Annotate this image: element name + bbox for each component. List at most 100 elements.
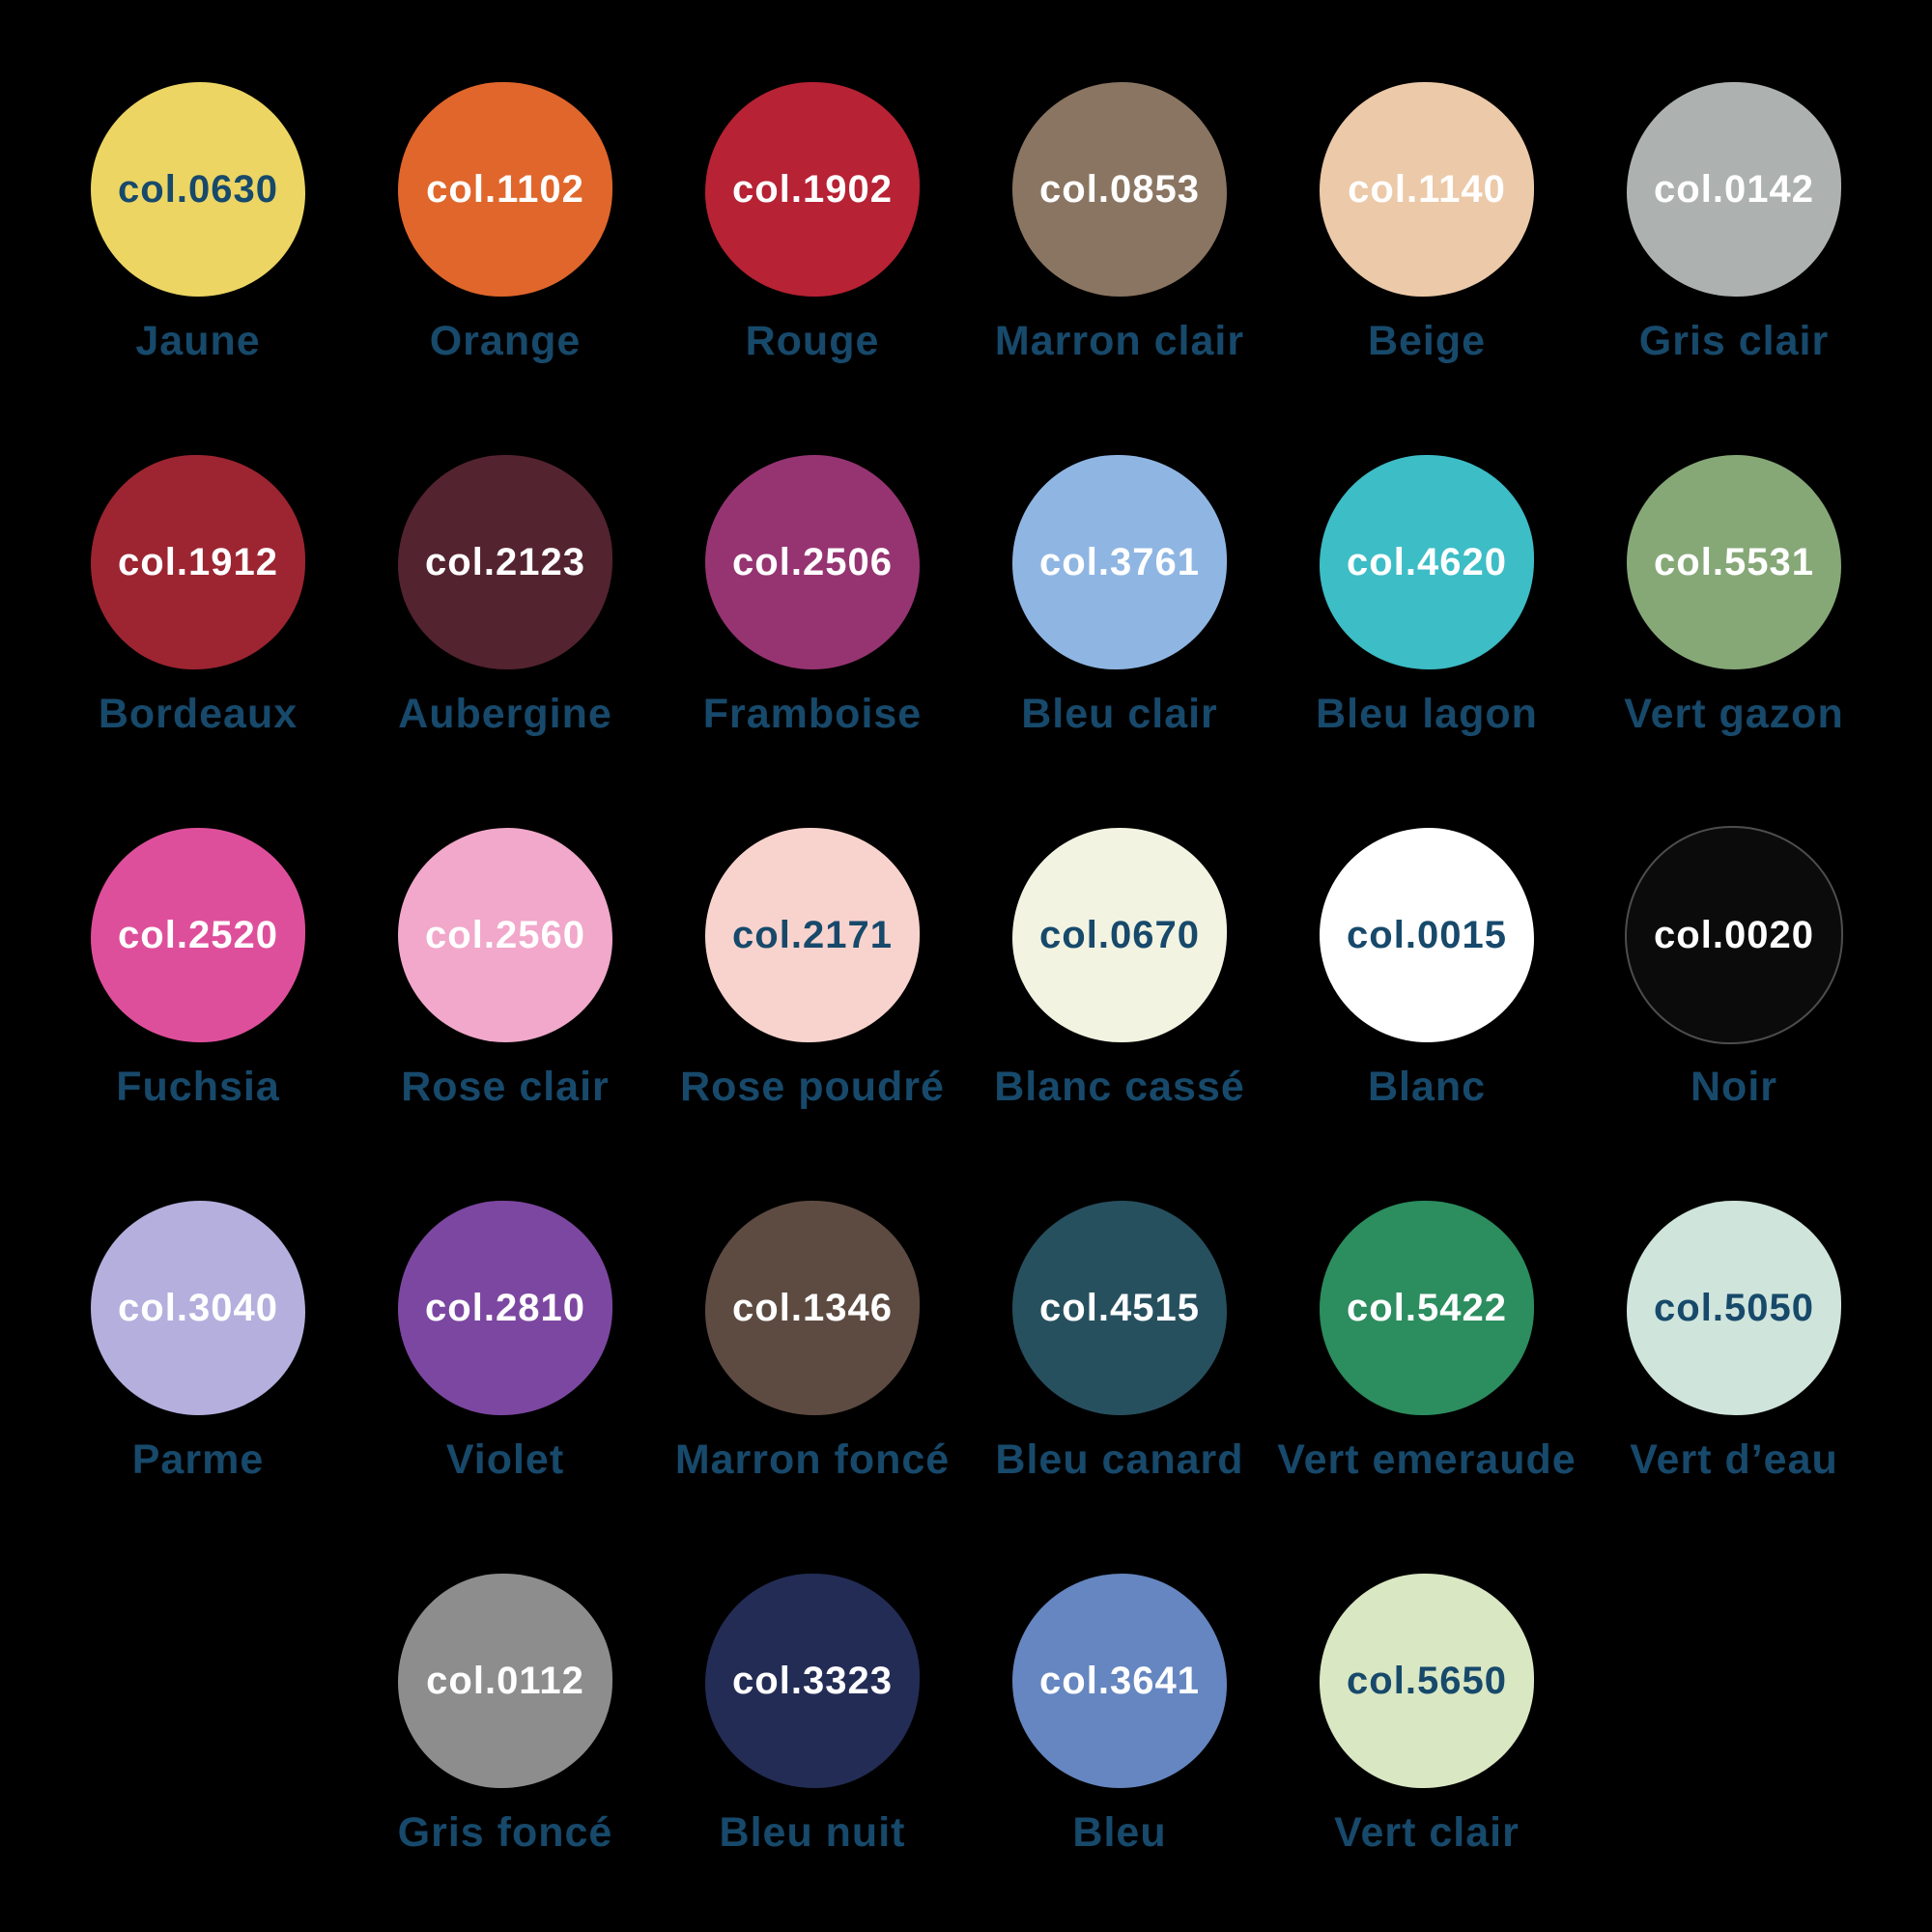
swatch-gris-fonce: col.0112 Gris foncé xyxy=(352,1574,659,1858)
swatch-row-2: col.1912 Bordeaux col.2123 Aubergine col… xyxy=(44,455,1888,739)
swatch-name: Gris foncé xyxy=(397,1809,613,1856)
swatch-rose-poudre-circle: col.2171 xyxy=(705,828,920,1042)
swatch-code: col.2810 xyxy=(425,1286,585,1329)
swatch-name: Noir xyxy=(1690,1064,1777,1110)
swatch-name: Vert d’eau xyxy=(1630,1436,1838,1483)
swatch-row-5: col.0112 Gris foncé col.3323 Bleu nuit c… xyxy=(44,1574,1888,1858)
swatch-beige-circle: col.1140 xyxy=(1320,82,1534,297)
swatch-gris-fonce-circle: col.0112 xyxy=(398,1574,612,1788)
swatch-code: col.1346 xyxy=(732,1286,893,1329)
swatch-vert-gazon-circle: col.5531 xyxy=(1627,455,1841,669)
swatch-bleu-circle: col.3641 xyxy=(1012,1574,1227,1788)
swatch-bordeaux-circle: col.1912 xyxy=(91,455,305,669)
swatch-jaune-circle: col.0630 xyxy=(91,82,305,297)
swatch-noir-circle: col.0020 xyxy=(1627,828,1841,1042)
swatch-name: Beige xyxy=(1367,318,1487,364)
swatch-bleu-canard: col.4515 Bleu canard xyxy=(966,1201,1273,1485)
swatch-code: col.0020 xyxy=(1654,913,1814,956)
swatch-bleu-lagon: col.4620 Bleu lagon xyxy=(1273,455,1580,739)
swatch-code: col.0142 xyxy=(1654,167,1814,211)
swatch-blanc-casse-circle: col.0670 xyxy=(1012,828,1227,1042)
swatch-row-3: col.2520 Fuchsia col.2560 Rose clair col… xyxy=(44,828,1888,1112)
swatch-vert-gazon: col.5531 Vert gazon xyxy=(1580,455,1888,739)
swatch-code: col.5650 xyxy=(1347,1659,1507,1702)
swatch-marron-clair: col.0853 Marron clair xyxy=(966,82,1273,366)
swatch-name: Vert clair xyxy=(1334,1809,1520,1856)
swatch-bleu-lagon-circle: col.4620 xyxy=(1320,455,1534,669)
swatch-bleu-clair: col.3761 Bleu clair xyxy=(966,455,1273,739)
swatch-code: col.1912 xyxy=(118,540,278,583)
swatch-code: col.0630 xyxy=(118,167,278,211)
swatch-blanc-casse: col.0670 Blanc cassé xyxy=(966,828,1273,1112)
swatch-rouge: col.1902 Rouge xyxy=(659,82,966,366)
swatch-beige: col.1140 Beige xyxy=(1273,82,1580,366)
swatch-orange: col.1102 Orange xyxy=(352,82,659,366)
swatch-marron-fonce-circle: col.1346 xyxy=(705,1201,920,1415)
swatch-code: col.5531 xyxy=(1654,540,1814,583)
swatch-name: Gris clair xyxy=(1638,318,1830,364)
swatch-vert-deau: col.5050 Vert d’eau xyxy=(1580,1201,1888,1485)
swatch-name: Bleu nuit xyxy=(719,1809,906,1856)
swatch-name: Bordeaux xyxy=(98,691,298,737)
swatch-rose-clair-circle: col.2560 xyxy=(398,828,612,1042)
swatch-name: Jaune xyxy=(135,318,261,364)
swatch-name: Rouge xyxy=(745,318,880,364)
swatch-code: col.2520 xyxy=(118,913,278,956)
swatch-row-4: col.3040 Parme col.2810 Violet col.1346 … xyxy=(44,1201,1888,1485)
swatch-violet-circle: col.2810 xyxy=(398,1201,612,1415)
swatch-code: col.4620 xyxy=(1347,540,1507,583)
swatch-aubergine: col.2123 Aubergine xyxy=(352,455,659,739)
swatch-marron-clair-circle: col.0853 xyxy=(1012,82,1227,297)
swatch-rose-poudre: col.2171 Rose poudré xyxy=(659,828,966,1112)
swatch-vert-emeraude: col.5422 Vert emeraude xyxy=(1273,1201,1580,1485)
swatch-gris-clair: col.0142 Gris clair xyxy=(1580,82,1888,366)
swatch-code: col.0015 xyxy=(1347,913,1507,956)
swatch-code: col.2171 xyxy=(732,913,893,956)
swatch-bordeaux: col.1912 Bordeaux xyxy=(44,455,352,739)
swatch-gris-clair-circle: col.0142 xyxy=(1627,82,1841,297)
swatch-violet: col.2810 Violet xyxy=(352,1201,659,1485)
swatch-framboise-circle: col.2506 xyxy=(705,455,920,669)
swatch-bleu: col.3641 Bleu xyxy=(966,1574,1273,1858)
swatch-marron-fonce: col.1346 Marron foncé xyxy=(659,1201,966,1485)
swatch-name: Bleu xyxy=(1072,1809,1167,1856)
swatch-bleu-nuit-circle: col.3323 xyxy=(705,1574,920,1788)
swatch-name: Marron foncé xyxy=(674,1436,951,1483)
swatch-name: Bleu lagon xyxy=(1316,691,1538,737)
swatch-bleu-clair-circle: col.3761 xyxy=(1012,455,1227,669)
swatch-code: col.3040 xyxy=(118,1286,278,1329)
swatch-code: col.1902 xyxy=(732,167,893,211)
swatch-name: Violet xyxy=(445,1436,565,1483)
swatch-code: col.0112 xyxy=(426,1659,584,1702)
swatch-code: col.1140 xyxy=(1348,167,1506,211)
swatch-jaune: col.0630 Jaune xyxy=(44,82,352,366)
swatch-name: Vert emeraude xyxy=(1277,1436,1577,1483)
swatch-parme: col.3040 Parme xyxy=(44,1201,352,1485)
swatch-code: col.2560 xyxy=(425,913,585,956)
swatch-code: col.2506 xyxy=(732,540,893,583)
swatch-name: Bleu canard xyxy=(995,1436,1244,1483)
swatch-code: col.3761 xyxy=(1039,540,1200,583)
swatch-fuchsia-circle: col.2520 xyxy=(91,828,305,1042)
swatch-code: col.5422 xyxy=(1347,1286,1507,1329)
swatch-noir: col.0020 Noir xyxy=(1580,828,1888,1112)
swatch-row-1: col.0630 Jaune col.1102 Orange col.1902 … xyxy=(44,82,1888,366)
swatch-framboise: col.2506 Framboise xyxy=(659,455,966,739)
swatch-orange-circle: col.1102 xyxy=(398,82,612,297)
swatch-fuchsia: col.2520 Fuchsia xyxy=(44,828,352,1112)
swatch-bleu-canard-circle: col.4515 xyxy=(1012,1201,1227,1415)
swatch-name: Blanc cassé xyxy=(994,1064,1245,1110)
swatch-name: Bleu clair xyxy=(1021,691,1218,737)
swatch-name: Rose poudré xyxy=(680,1064,945,1110)
swatch-rose-clair: col.2560 Rose clair xyxy=(352,828,659,1112)
swatch-code: col.1102 xyxy=(426,167,584,211)
swatch-bleu-nuit: col.3323 Bleu nuit xyxy=(659,1574,966,1858)
swatch-name: Rose clair xyxy=(401,1064,610,1110)
swatch-rouge-circle: col.1902 xyxy=(705,82,920,297)
swatch-blanc: col.0015 Blanc xyxy=(1273,828,1580,1112)
swatch-blanc-circle: col.0015 xyxy=(1320,828,1534,1042)
swatch-vert-clair: col.5650 Vert clair xyxy=(1273,1574,1580,1858)
swatch-code: col.4515 xyxy=(1039,1286,1200,1329)
swatch-name: Parme xyxy=(131,1436,265,1483)
swatch-name: Framboise xyxy=(702,691,923,737)
